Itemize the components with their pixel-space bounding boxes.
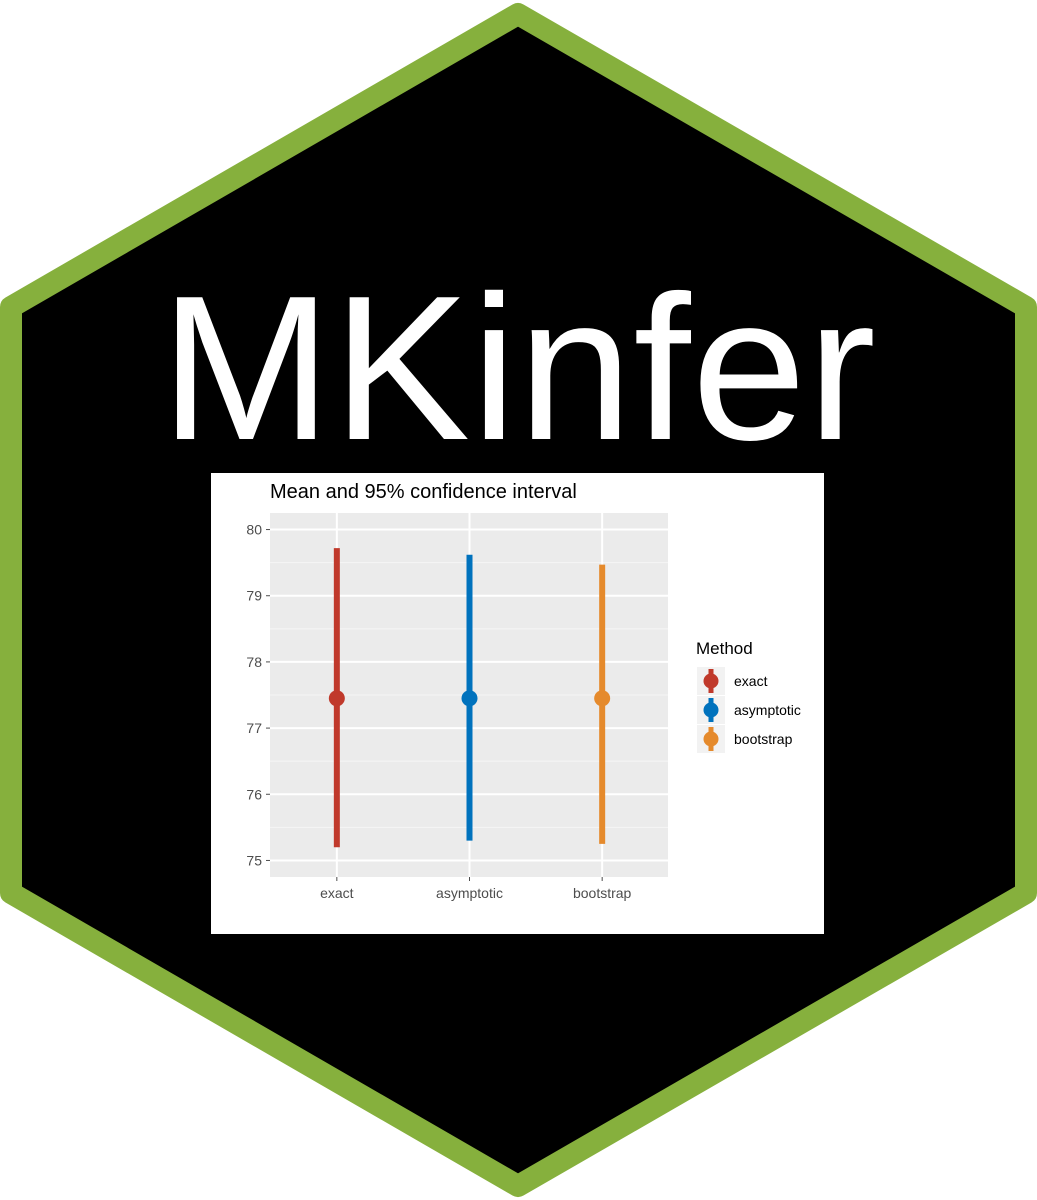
- legend-key-point-asymptotic: [703, 702, 719, 718]
- chart-svg: Mean and 95% confidence interval 7576777…: [246, 481, 801, 901]
- chart-panel: Mean and 95% confidence interval 75 76 77 7…: [211, 473, 824, 934]
- legend-label-exact: exact: [734, 673, 768, 689]
- legend-label-asymptotic: asymptotic: [734, 702, 801, 718]
- x-tick-label: asymptotic: [436, 885, 503, 901]
- logo-title: MKinfer: [160, 253, 877, 483]
- mean-point-exact: [328, 690, 345, 707]
- legend-key-point-bootstrap: [703, 731, 719, 747]
- y-tick-label: 77: [246, 720, 262, 736]
- x-tick-label: bootstrap: [573, 885, 632, 901]
- x-tick-label: exact: [320, 885, 354, 901]
- y-tick-label: 76: [246, 786, 262, 802]
- legend: Method exact asymptotic bootstrap: [696, 639, 801, 753]
- legend-title: Method: [696, 639, 753, 658]
- y-tick-label: 75: [246, 852, 262, 868]
- legend-label-bootstrap: bootstrap: [734, 731, 793, 747]
- mean-point-asymptotic: [461, 690, 478, 707]
- chart-title: Mean and 95% confidence interval: [270, 481, 577, 503]
- y-tick-label: 78: [246, 654, 262, 670]
- y-tick-label: 80: [246, 522, 262, 538]
- mean-point-bootstrap: [594, 690, 611, 707]
- series-layer: [328, 548, 611, 848]
- y-tick-label: 79: [246, 588, 262, 604]
- legend-key-point-exact: [703, 673, 719, 689]
- axis-layer: 75 76 77 78 79 80 exact asymptotic bootstrap: [246, 522, 631, 901]
